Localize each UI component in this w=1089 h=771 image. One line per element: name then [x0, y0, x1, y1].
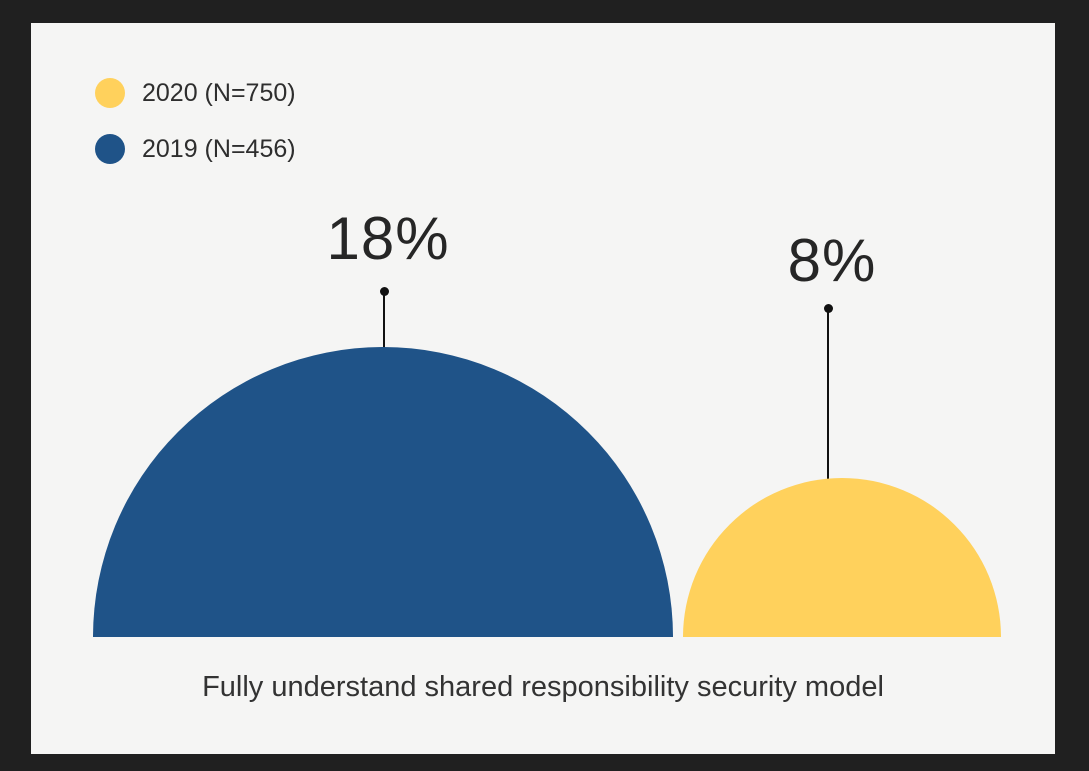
semicircle-2020: [683, 478, 1001, 637]
legend-swatch-2020: [95, 78, 125, 108]
legend: 2020 (N=750) 2019 (N=456): [95, 78, 296, 190]
legend-item-2020: 2020 (N=750): [95, 78, 296, 108]
pointer-line-2020: [827, 308, 829, 480]
semicircle-2019: [93, 347, 673, 637]
chart-caption: Fully understand shared responsibility s…: [202, 671, 884, 703]
value-label-2019: 18%: [326, 205, 450, 272]
legend-item-2019: 2019 (N=456): [95, 134, 296, 164]
chart-card: 2020 (N=750) 2019 (N=456) 18% 8% Fully u…: [31, 23, 1055, 754]
legend-label-2019: 2019 (N=456): [142, 134, 296, 163]
value-label-2020: 8%: [787, 227, 877, 294]
legend-label-2020: 2020 (N=750): [142, 78, 296, 107]
legend-swatch-2019: [95, 134, 125, 164]
pointer-line-2019: [383, 291, 385, 349]
